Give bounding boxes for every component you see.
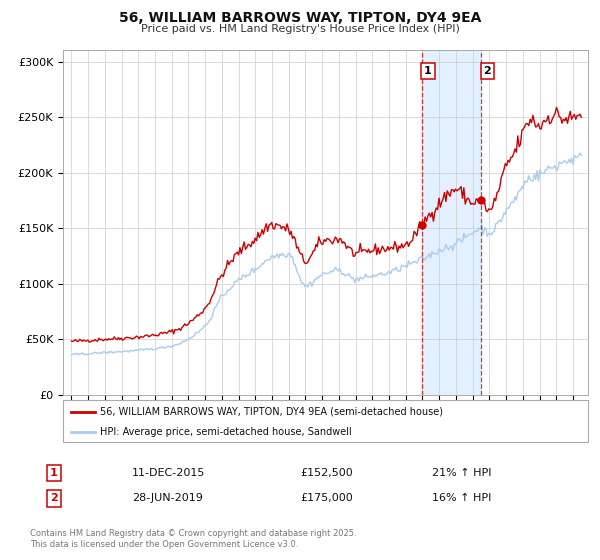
Text: 56, WILLIAM BARROWS WAY, TIPTON, DY4 9EA: 56, WILLIAM BARROWS WAY, TIPTON, DY4 9EA: [119, 11, 481, 25]
Text: HPI: Average price, semi-detached house, Sandwell: HPI: Average price, semi-detached house,…: [100, 427, 352, 437]
Text: 2: 2: [484, 66, 491, 76]
Bar: [422, 50, 481, 395]
Text: £152,500: £152,500: [300, 468, 353, 478]
Text: Contains HM Land Registry data © Crown copyright and database right 2025.
This d: Contains HM Land Registry data © Crown c…: [30, 529, 356, 549]
Text: 1: 1: [50, 468, 58, 478]
Text: 2: 2: [50, 493, 58, 503]
Text: 11-DEC-2015: 11-DEC-2015: [132, 468, 205, 478]
Text: 28-JUN-2019: 28-JUN-2019: [132, 493, 203, 503]
Text: 1: 1: [424, 66, 432, 76]
Text: £175,000: £175,000: [300, 493, 353, 503]
FancyBboxPatch shape: [63, 400, 588, 442]
Text: 21% ↑ HPI: 21% ↑ HPI: [432, 468, 491, 478]
Text: 16% ↑ HPI: 16% ↑ HPI: [432, 493, 491, 503]
Text: Price paid vs. HM Land Registry's House Price Index (HPI): Price paid vs. HM Land Registry's House …: [140, 24, 460, 34]
Text: 56, WILLIAM BARROWS WAY, TIPTON, DY4 9EA (semi-detached house): 56, WILLIAM BARROWS WAY, TIPTON, DY4 9EA…: [100, 407, 443, 417]
